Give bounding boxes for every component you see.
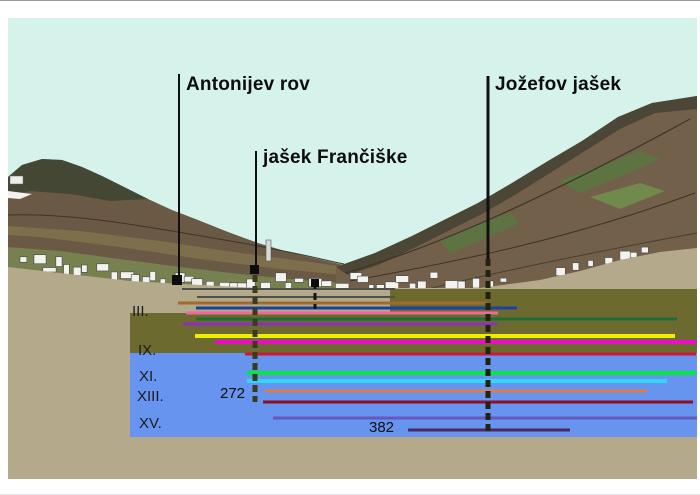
lower-levels-blue-block bbox=[130, 353, 697, 437]
antonijev-rov-pointer-line-marker bbox=[172, 275, 182, 285]
level-line-crimson bbox=[245, 352, 696, 356]
right-mountain bbox=[336, 96, 698, 292]
town-building bbox=[572, 262, 580, 271]
level-line-gray-2 bbox=[197, 296, 395, 298]
town-building bbox=[587, 260, 594, 267]
level-label-xv: XV. bbox=[139, 415, 162, 432]
town-building bbox=[429, 271, 439, 279]
level-line-magenta bbox=[215, 340, 696, 344]
mountain-building bbox=[9, 175, 24, 185]
depth-label-382: 382 bbox=[369, 419, 395, 436]
town-building bbox=[384, 281, 399, 290]
level-line-dark-green bbox=[196, 317, 677, 321]
level-line-pink bbox=[186, 311, 498, 315]
town-building bbox=[19, 256, 28, 263]
town-building bbox=[191, 278, 203, 286]
town-building bbox=[72, 266, 82, 276]
town-building bbox=[555, 267, 566, 276]
snow-patch bbox=[8, 191, 32, 199]
level-line-gray-1 bbox=[182, 288, 395, 290]
level-label-ix: IX. bbox=[138, 342, 157, 359]
level-line-orange bbox=[265, 389, 647, 393]
town-building bbox=[130, 274, 140, 283]
level-line-brown bbox=[178, 301, 487, 305]
level-line-slate bbox=[273, 416, 697, 420]
franciske-pointer-line-marker bbox=[250, 265, 259, 274]
label-antonijev-rov: Antonijev rov bbox=[186, 74, 311, 95]
town-building bbox=[444, 280, 459, 290]
level-label-xiii: XIII. bbox=[137, 388, 164, 405]
town-building bbox=[63, 264, 70, 275]
town-building bbox=[417, 280, 427, 290]
town-building bbox=[472, 278, 480, 289]
label-jasek-franciske: jašek Frančiške bbox=[263, 147, 408, 168]
level-line-purple bbox=[183, 322, 497, 326]
town-building bbox=[294, 278, 304, 283]
level-line-yellow bbox=[195, 334, 675, 338]
town-building bbox=[641, 246, 649, 254]
chimney bbox=[265, 239, 272, 262]
town-building bbox=[81, 264, 88, 273]
level-label-iii: III. bbox=[132, 303, 149, 320]
level-line-dark-blue bbox=[196, 306, 517, 310]
town-building bbox=[395, 275, 409, 283]
mine-level-lines bbox=[178, 288, 697, 432]
town-building bbox=[110, 271, 118, 281]
level-line-cyan bbox=[247, 379, 667, 383]
town-building bbox=[96, 263, 109, 272]
town-building bbox=[457, 280, 466, 290]
town-building bbox=[55, 256, 63, 267]
level-line-bright-green bbox=[247, 371, 696, 375]
town-building bbox=[357, 275, 369, 283]
town-building bbox=[499, 277, 507, 283]
town-building bbox=[275, 272, 287, 282]
level-line-dark-red bbox=[263, 400, 693, 404]
shaft-lines bbox=[172, 74, 491, 435]
level-label-xi: XI. bbox=[139, 368, 158, 385]
town-building bbox=[149, 271, 156, 282]
left-mountain bbox=[7, 159, 345, 293]
label-jozefov-jasek: Jožefov jašek bbox=[495, 74, 622, 95]
town-building bbox=[321, 280, 333, 287]
town-building bbox=[33, 254, 47, 265]
small-unlabeled-shaft-marker bbox=[311, 279, 319, 287]
depth-label-272: 272 bbox=[220, 385, 246, 402]
